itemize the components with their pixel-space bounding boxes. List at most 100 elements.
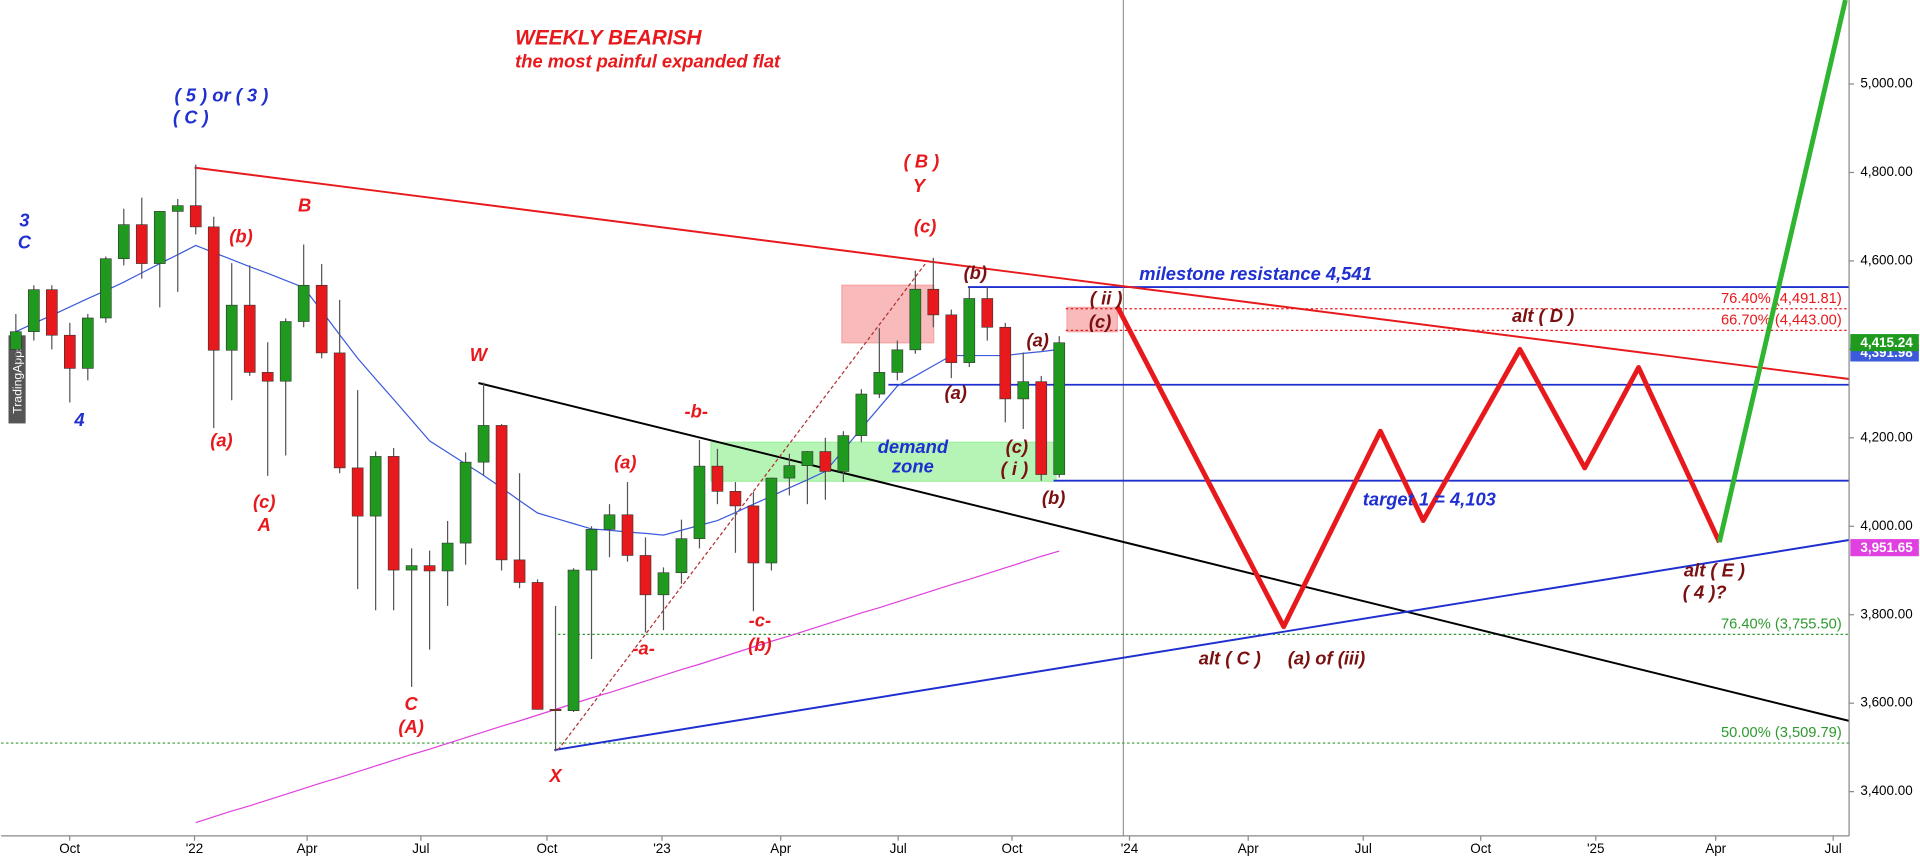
candle-body xyxy=(531,582,544,710)
wave-label: (c) xyxy=(914,215,936,236)
candle-body xyxy=(945,314,958,363)
candle-body xyxy=(819,451,832,472)
candle-body xyxy=(675,538,688,574)
fib-label: 76.40% (3,755.50) xyxy=(1721,616,1842,632)
candle-body xyxy=(405,565,418,571)
candle-body xyxy=(10,331,22,350)
candle-body xyxy=(441,542,454,572)
x-tick-label: Apr xyxy=(770,841,791,856)
candle-body xyxy=(981,298,994,328)
candle-body xyxy=(28,289,40,332)
wave-label: (a) xyxy=(614,452,636,473)
fib-label: 66.70% (4,443.00) xyxy=(1721,312,1842,328)
candle-body xyxy=(729,491,742,507)
wave-label: 4 xyxy=(73,409,84,430)
projection-path xyxy=(1716,0,1848,543)
wave-label: alt ( C ) xyxy=(1199,647,1261,668)
fib-label: 50.00% (3,509.79) xyxy=(1721,725,1842,741)
candle-body xyxy=(423,565,436,572)
x-tick-label: Apr xyxy=(297,841,318,856)
wave-label: A xyxy=(257,514,271,535)
candle-body xyxy=(1017,381,1030,400)
wave-label: zone xyxy=(891,455,934,476)
x-tick-label: Jul xyxy=(890,841,907,856)
wave-label: (c) xyxy=(253,491,275,512)
wave-label: (b) xyxy=(229,225,252,246)
wave-label: demand xyxy=(878,436,949,457)
zone xyxy=(1066,306,1118,333)
price-badge xyxy=(1850,334,1919,352)
price-badge-label: 3,951.65 xyxy=(1860,540,1913,555)
y-tick-label: 4,000.00 xyxy=(1860,518,1912,533)
moving-average xyxy=(15,244,1060,536)
wave-label: B xyxy=(298,195,311,216)
candle-body xyxy=(963,298,976,363)
watermark-bg xyxy=(8,335,26,424)
x-tick-label: Jul xyxy=(412,841,429,856)
candle-body xyxy=(243,304,256,373)
candle-body xyxy=(1053,342,1066,475)
candle-body xyxy=(81,317,94,369)
wave-label: (b) xyxy=(748,634,771,655)
wave-label: ( 4 )? xyxy=(1683,581,1727,602)
chart-title: WEEKLY BEARISH xyxy=(515,27,702,50)
x-tick-label: Oct xyxy=(537,841,558,856)
candle-body xyxy=(117,224,130,260)
y-tick-label: 4,200.00 xyxy=(1860,429,1912,444)
wave-label: (A) xyxy=(398,716,423,737)
trend-line xyxy=(478,382,1850,722)
y-tick-label: 4,800.00 xyxy=(1860,164,1912,179)
y-tick-label: 3,800.00 xyxy=(1860,606,1912,621)
candle-body xyxy=(135,224,148,264)
wave-label: -c- xyxy=(749,610,771,631)
candle-body xyxy=(603,514,616,530)
wave-label: (c) xyxy=(1006,436,1028,457)
candle-body xyxy=(171,205,184,212)
price-badge-label: 4,415.24 xyxy=(1860,335,1913,350)
candle-body xyxy=(621,514,634,556)
x-tick-label: Oct xyxy=(59,841,80,856)
wave-label: -b- xyxy=(685,400,708,421)
candle-body xyxy=(477,425,490,463)
wave-label: target 1 = 4,103 xyxy=(1363,488,1496,509)
wave-label: (a) xyxy=(210,430,232,451)
wave-label: milestone resistance 4,541 xyxy=(1139,263,1372,284)
candle-body xyxy=(999,326,1012,400)
trend-line xyxy=(554,539,1850,752)
candle-body xyxy=(333,352,346,469)
wave-label: (b) xyxy=(964,262,987,283)
trend-line xyxy=(194,166,1850,380)
x-tick-label: '23 xyxy=(653,841,671,856)
candle-body xyxy=(387,456,400,571)
candle-body xyxy=(1035,381,1048,475)
candle-body xyxy=(891,349,904,373)
candle-body xyxy=(873,372,886,395)
wave-label: W xyxy=(470,344,489,365)
candle-body xyxy=(153,211,166,264)
y-tick-label: 3,400.00 xyxy=(1860,783,1912,798)
x-tick-label: Apr xyxy=(1238,841,1259,856)
candle-body xyxy=(46,289,58,336)
wave-label: (a) of (iii) xyxy=(1288,647,1365,668)
candle-body xyxy=(801,451,814,466)
candle-body xyxy=(315,284,328,354)
y-tick-label: 5,000.00 xyxy=(1860,76,1912,91)
candle-body xyxy=(513,559,526,583)
watermark-group: TradingApps xyxy=(8,335,26,424)
wave-label: X xyxy=(548,765,563,786)
wave-label: alt ( D ) xyxy=(1512,305,1574,326)
projection-path xyxy=(1115,305,1722,630)
candle-body xyxy=(459,461,472,544)
candle-body xyxy=(279,321,292,382)
candle-body xyxy=(837,435,850,472)
wave-label: alt ( E ) xyxy=(1684,559,1745,580)
chart-subtitle: the most painful expanded flat xyxy=(515,50,781,71)
trend-line xyxy=(557,263,926,751)
candle-body xyxy=(99,258,112,319)
x-tick-label: '25 xyxy=(1587,841,1605,856)
y-tick-label: 4,600.00 xyxy=(1860,252,1912,267)
candle-body xyxy=(927,288,940,316)
candle-body xyxy=(639,555,652,596)
fib-label: 76.40% (4,491.81) xyxy=(1721,291,1842,307)
